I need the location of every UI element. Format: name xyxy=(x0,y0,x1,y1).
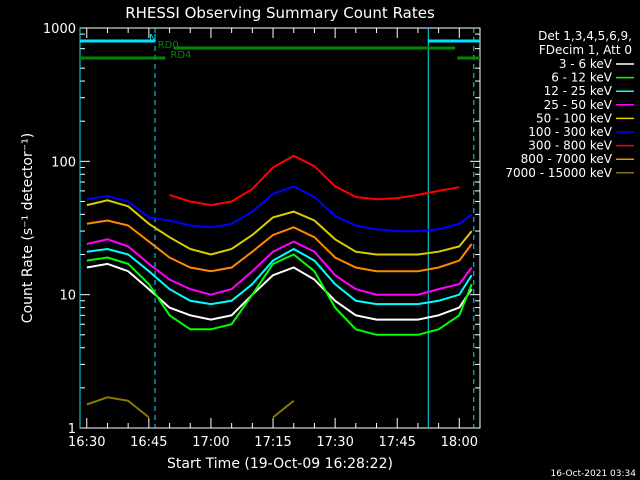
annotation-label: N xyxy=(149,33,156,44)
series-line-5 xyxy=(86,185,473,233)
annotation-label: RD0 xyxy=(158,40,179,51)
legend-header-line-1: Det 1,3,4,5,6,9, xyxy=(538,29,632,43)
y-tick-label: 1 xyxy=(68,422,76,437)
vertical-lines xyxy=(79,28,475,428)
y-axis: 1 10 100 1000 xyxy=(43,22,480,437)
legend: Det 1,3,4,5,6,9, FDecim 1, Att 0 3 - 6 k… xyxy=(505,29,634,180)
x-tick-label: 16:45 xyxy=(130,435,167,450)
x-tick-label: 17:15 xyxy=(254,435,291,450)
legend-label: 7000 - 15000 keV xyxy=(505,166,612,180)
series-lines xyxy=(86,154,473,419)
y-tick-label: 10 xyxy=(59,289,76,304)
x-tick-label: 17:00 xyxy=(192,435,229,450)
series-line-4 xyxy=(86,199,473,256)
legend-label: 800 - 7000 keV xyxy=(521,152,613,166)
series-line-2 xyxy=(86,247,473,306)
series-line-3 xyxy=(86,238,473,296)
legend-label: 6 - 12 keV xyxy=(551,71,613,85)
legend-label: 25 - 50 keV xyxy=(544,98,613,112)
legend-label: 300 - 800 keV xyxy=(528,139,612,153)
x-tick-label: 16:30 xyxy=(68,435,105,450)
series-line-1 xyxy=(86,253,473,336)
legend-label: 100 - 300 keV xyxy=(528,125,612,139)
x-tick-label: 17:30 xyxy=(316,435,353,450)
x-tick-label: 17:45 xyxy=(378,435,415,450)
y-tick-label: 100 xyxy=(51,155,76,170)
legend-label: 3 - 6 keV xyxy=(559,57,613,71)
series-line-7 xyxy=(86,219,473,273)
series-line-8 xyxy=(86,396,295,419)
legend-label: 50 - 100 keV xyxy=(536,111,613,125)
y-tick-label: 1000 xyxy=(43,22,76,37)
series-line-6 xyxy=(169,154,460,207)
x-axis: 16:30 16:45 17:00 17:15 17:30 17:45 18:00 xyxy=(68,28,481,450)
legend-header-line-2: FDecim 1, Att 0 xyxy=(539,43,632,57)
footer-timestamp: 16-Oct-2021 03:34 xyxy=(551,469,637,479)
plot-frame xyxy=(79,27,481,429)
chart-title: RHESSI Observing Summary Count Rates xyxy=(125,4,435,22)
x-tick-label: 18:00 xyxy=(441,435,478,450)
series-line-0 xyxy=(86,262,473,321)
annotation-label: RD4 xyxy=(170,50,191,61)
y-axis-label: Count Rate (s⁻¹ detector⁻¹) xyxy=(20,133,36,323)
x-axis-label: Start Time (19-Oct-09 16:28:22) xyxy=(167,456,393,472)
legend-label: 12 - 25 keV xyxy=(544,84,613,98)
